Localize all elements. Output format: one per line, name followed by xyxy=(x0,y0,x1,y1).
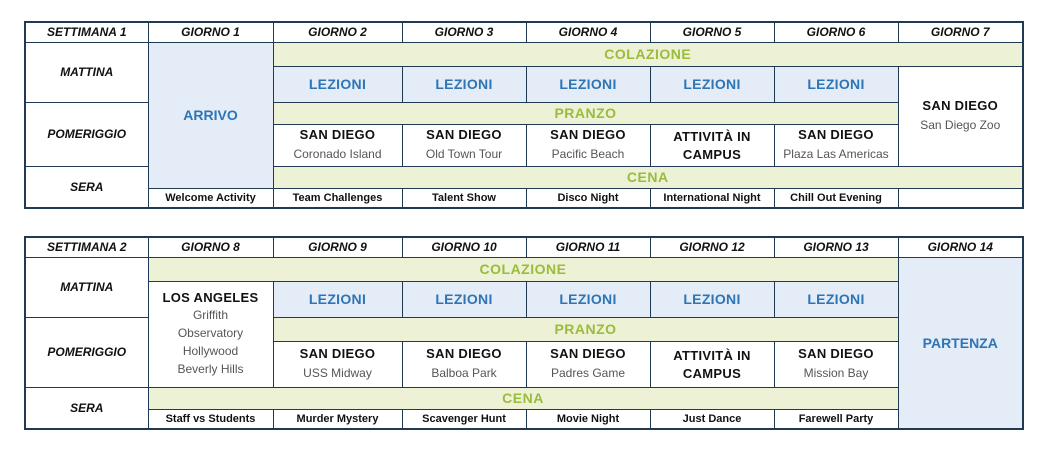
week2-evening-activity: Farewell Party xyxy=(773,408,899,430)
week2-lesson-cell: LEZIONI xyxy=(401,280,527,318)
week2-evening-activity: Just Dance xyxy=(649,408,775,430)
cell-subtitle: CAMPUS xyxy=(682,365,742,381)
week1-lunch-band: PRANZO xyxy=(272,101,899,125)
week1-day-1: GIORNO 1 xyxy=(147,21,274,43)
week2-lesson-cell: LEZIONI xyxy=(649,280,775,318)
week1-row-afternoon: POMERIGGIO xyxy=(24,101,149,167)
week2-lesson-cell: LEZIONI xyxy=(525,280,651,318)
week2-row-morning: MATTINA xyxy=(24,256,149,318)
week1-afternoon-cell: SAN DIEGO Pacific Beach xyxy=(525,123,651,167)
cell-title: ATTIVITÀ IN xyxy=(673,347,751,363)
week1-evening-activity: Team Challenges xyxy=(272,187,403,209)
week1-day-7: GIORNO 7 xyxy=(897,21,1024,43)
week2-breakfast-band: COLAZIONE xyxy=(147,256,899,282)
week2-row-afternoon: POMERIGGIO xyxy=(24,316,149,388)
cell-subtitle: CAMPUS xyxy=(682,146,742,162)
week1-evening-activity: Chill Out Evening xyxy=(773,187,899,209)
week1-lesson-cell: LEZIONI xyxy=(773,65,899,103)
week1-evening-activity: Welcome Activity xyxy=(147,187,274,209)
week2-day-9: GIORNO 9 xyxy=(272,236,403,258)
cell-title: SAN DIEGO xyxy=(299,127,376,142)
week1-evening-activity: Talent Show xyxy=(401,187,527,209)
cell-subtitle: Balboa Park xyxy=(431,366,497,380)
week2-afternoon-cell: ATTIVITÀ IN CAMPUS xyxy=(649,340,775,388)
week2-day-10: GIORNO 10 xyxy=(401,236,527,258)
week2-lesson-cell: LEZIONI xyxy=(773,280,899,318)
cell-subtitle: Pacific Beach xyxy=(551,147,625,161)
week2-departure-cell: PARTENZA xyxy=(897,256,1024,430)
week2-evening-activity: Movie Night xyxy=(525,408,651,430)
week1-afternoon-cell: SAN DIEGO Old Town Tour xyxy=(401,123,527,167)
week2-dinner-band: CENA xyxy=(147,386,899,410)
week2-day-8: GIORNO 8 xyxy=(147,236,274,258)
week1-row-morning: MATTINA xyxy=(24,41,149,103)
cell-subtitle: Padres Game xyxy=(550,366,626,380)
cell-title: SAN DIEGO xyxy=(550,346,626,361)
week2-day-13: GIORNO 13 xyxy=(773,236,899,258)
week1-day7-sub: San Diego Zoo xyxy=(920,118,1001,132)
day8-line: Hollywood xyxy=(182,344,239,358)
cell-subtitle: USS Midway xyxy=(303,366,372,380)
week2-evening-activity: Staff vs Students xyxy=(147,408,274,430)
cell-title: SAN DIEGO xyxy=(550,127,626,142)
week1-evening-activity: International Night xyxy=(649,187,775,209)
week1-arrival-cell: ARRIVO xyxy=(147,41,274,189)
week1-breakfast-band: COLAZIONE xyxy=(272,41,1024,67)
week1-lesson-cell: LEZIONI xyxy=(401,65,527,103)
day8-line: Beverly Hills xyxy=(177,362,244,376)
week2-lunch-band: PRANZO xyxy=(272,316,899,342)
week1-afternoon-cell: ATTIVITÀ IN CAMPUS xyxy=(649,123,775,167)
week1-evening-activity: Disco Night xyxy=(525,187,651,209)
week2-row-evening: SERA xyxy=(24,386,149,430)
week1-lesson-cell: LEZIONI xyxy=(649,65,775,103)
week1-day7-cell: SAN DIEGO San Diego Zoo xyxy=(897,65,1024,167)
week1-afternoon-cell: SAN DIEGO Plaza Las Americas xyxy=(773,123,899,167)
week1-dinner-band: CENA xyxy=(272,165,1024,189)
cell-subtitle: Mission Bay xyxy=(803,366,869,380)
week1-day-6: GIORNO 6 xyxy=(773,21,899,43)
cell-subtitle: Old Town Tour xyxy=(425,147,503,161)
week1-day7-title: SAN DIEGO xyxy=(922,98,999,113)
cell-title: SAN DIEGO xyxy=(426,346,502,361)
week1-day-4: GIORNO 4 xyxy=(525,21,651,43)
week1-day-5: GIORNO 5 xyxy=(649,21,775,43)
week2-afternoon-cell: SAN DIEGO Mission Bay xyxy=(773,340,899,388)
cell-subtitle: Coronado Island xyxy=(293,147,382,161)
week2-day-11: GIORNO 11 xyxy=(525,236,651,258)
week1-day-3: GIORNO 3 xyxy=(401,21,527,43)
week1-day-2: GIORNO 2 xyxy=(272,21,403,43)
week2-evening-activity: Scavenger Hunt xyxy=(401,408,527,430)
week1-lesson-cell: LEZIONI xyxy=(525,65,651,103)
week2-afternoon-cell: SAN DIEGO Balboa Park xyxy=(401,340,527,388)
week2-day8-title: LOS ANGELES xyxy=(162,290,259,305)
week1-afternoon-cell: SAN DIEGO Coronado Island xyxy=(272,123,403,167)
week2-day-14: GIORNO 14 xyxy=(897,236,1024,258)
week1-label: SETTIMANA 1 xyxy=(24,21,149,43)
week2-schedule-table: SETTIMANA 2 GIORNO 8 GIORNO 9 GIORNO 10 … xyxy=(24,236,1024,430)
day8-line: Griffith xyxy=(192,308,229,322)
week2-afternoon-cell: SAN DIEGO Padres Game xyxy=(525,340,651,388)
week2-lesson-cell: LEZIONI xyxy=(272,280,403,318)
week2-label: SETTIMANA 2 xyxy=(24,236,149,258)
week2-day8-sub: Griffith Observatory Hollywood Beverly H… xyxy=(149,306,272,378)
cell-title: SAN DIEGO xyxy=(798,346,874,361)
cell-subtitle: Plaza Las Americas xyxy=(783,147,889,161)
cell-title: SAN DIEGO xyxy=(299,346,376,361)
cell-title: SAN DIEGO xyxy=(798,127,874,142)
cell-title: ATTIVITÀ IN xyxy=(673,128,751,144)
week1-lesson-cell: LEZIONI xyxy=(272,65,403,103)
week2-afternoon-cell: SAN DIEGO USS Midway xyxy=(272,340,403,388)
week1-row-evening: SERA xyxy=(24,165,149,209)
day8-line: Observatory xyxy=(177,326,244,340)
week2-day-12: GIORNO 12 xyxy=(649,236,775,258)
cell-title: SAN DIEGO xyxy=(426,127,502,142)
week1-schedule-table: SETTIMANA 1 GIORNO 1 GIORNO 2 GIORNO 3 G… xyxy=(24,21,1024,209)
week2-evening-activity: Murder Mystery xyxy=(272,408,403,430)
week2-day8-cell: LOS ANGELES Griffith Observatory Hollywo… xyxy=(147,280,274,388)
